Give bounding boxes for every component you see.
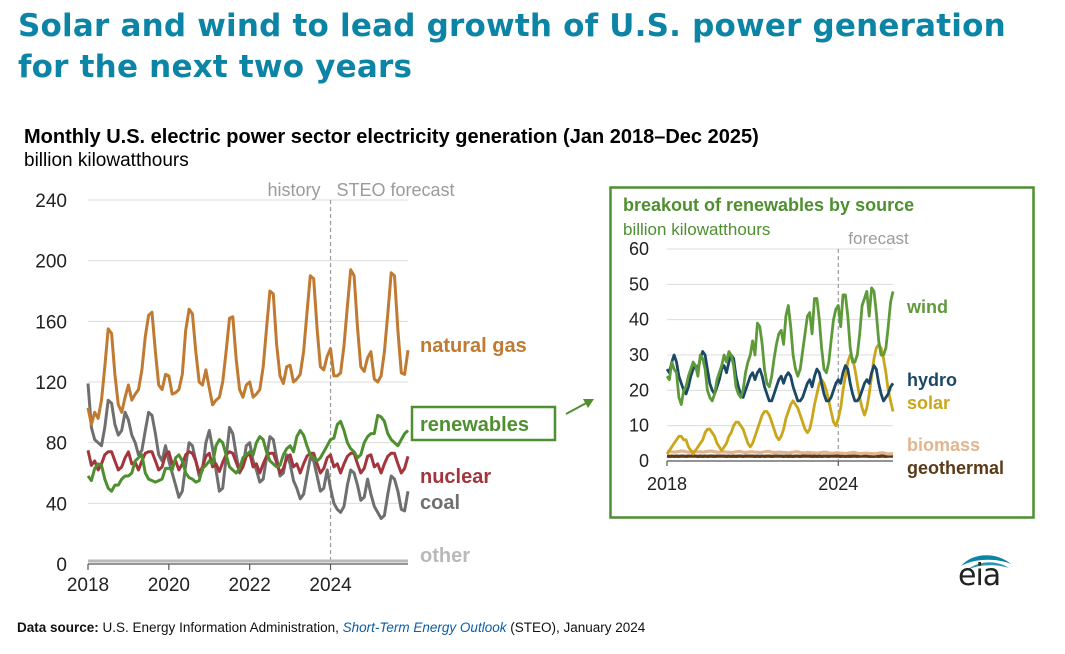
chart-unit-label: billion kilowatthours [24, 150, 189, 171]
series-label-wind: wind [906, 297, 948, 317]
x-tick-label: 2024 [818, 474, 858, 494]
x-tick-label: 2024 [309, 575, 352, 596]
y-tick-label: 240 [35, 191, 67, 212]
callout-arrow-head [583, 399, 594, 408]
data-source-note: Data source: U.S. Energy Information Adm… [17, 620, 645, 635]
page-headline: Solar and wind to lead growth of U.S. po… [18, 8, 1006, 85]
series-line-wind [665, 286, 895, 406]
inset-unit-label: billion kilowatthours [623, 220, 770, 239]
renewables-label-box [410, 405, 557, 442]
y-tick-label: 50 [629, 274, 649, 294]
series-line-solar [665, 343, 895, 456]
series-line-hydro [665, 350, 895, 403]
series-line-renewables [86, 413, 410, 493]
data-source-label: Data source: [17, 620, 99, 635]
eia-logo-icon [961, 555, 1011, 570]
series-label-nuclear: nuclear [420, 466, 491, 488]
data-source-publication-link[interactable]: Short-Term Energy Outlook [342, 620, 507, 635]
series-label-biomass: biomass [907, 435, 980, 455]
y-tick-label: 0 [639, 451, 649, 471]
y-tick-label: 60 [629, 239, 649, 259]
series-label-natural-gas: natural gas [420, 335, 527, 357]
y-tick-label: 0 [56, 555, 67, 576]
series-label-hydro: hydro [907, 370, 957, 390]
eia-logo-text: eia [958, 558, 1001, 593]
y-tick-label: 10 [629, 416, 649, 436]
series-label-geothermal: geothermal [907, 458, 1004, 478]
series-label-other: other [420, 545, 470, 567]
forecast-label: STEO forecast [337, 180, 455, 200]
main-line-chart: 0 40 80 120 160 200 240 2018 2020 2022 2024 history… [35, 180, 594, 596]
series-label-solar: solar [907, 393, 950, 413]
y-tick-label: 30 [629, 345, 649, 365]
y-tick-label: 40 [629, 310, 649, 330]
series-line-coal [86, 383, 410, 520]
forecast-label: forecast [848, 229, 909, 248]
y-tick-label: 40 [46, 494, 67, 515]
series-label-renewables: renewables [420, 414, 529, 436]
data-source-date: (STEO), January 2024 [506, 620, 646, 635]
data-source-text: U.S. Energy Information Administration, [98, 620, 343, 635]
series-label-coal: coal [420, 492, 460, 514]
series-line-biomass [666, 449, 894, 456]
chart-title: Monthly U.S. electric power sector elect… [24, 126, 759, 148]
history-label: history [268, 180, 321, 200]
y-tick-label: 120 [35, 373, 67, 394]
y-tick-label: 160 [35, 312, 67, 333]
inset-title: breakout of renewables by source [623, 195, 914, 215]
x-tick-label: 2018 [67, 575, 109, 596]
x-tick-label: 2018 [647, 474, 687, 494]
y-tick-label: 200 [35, 252, 67, 273]
y-tick-label: 80 [46, 434, 67, 455]
y-tick-label: 20 [629, 380, 649, 400]
x-tick-label: 2020 [148, 575, 190, 596]
series-line-natural-gas [86, 268, 410, 426]
x-tick-label: 2022 [229, 575, 271, 596]
renewables-inset-chart: breakout of renewables by source billion … [609, 186, 1035, 519]
